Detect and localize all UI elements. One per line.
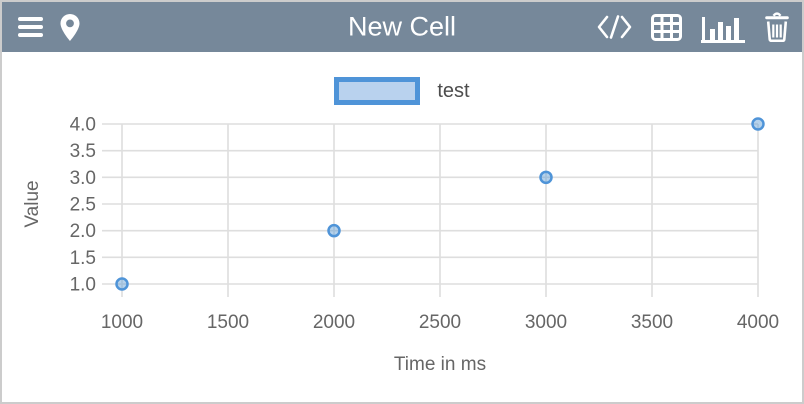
data-point[interactable] <box>751 117 765 131</box>
x-tick-label: 4000 <box>737 312 779 333</box>
code-icon[interactable] <box>597 15 632 39</box>
x-tick-label: 2000 <box>313 312 355 333</box>
y-tick-label: 1.0 <box>70 275 96 296</box>
legend-swatch <box>334 77 421 105</box>
x-tick-label: 1500 <box>207 312 249 333</box>
trash-icon[interactable] <box>764 12 790 42</box>
y-axis-title: Value <box>22 180 43 227</box>
data-point[interactable] <box>327 223 341 238</box>
y-tick-label: 2.5 <box>70 195 96 216</box>
header-right-icons <box>597 2 790 52</box>
scatter-chart: 1.0 1.5 2.0 2.5 3.0 3.5 4.0 1000 1500 2000 2500 300… <box>22 115 779 376</box>
bar-chart-icon[interactable] <box>701 11 745 43</box>
data-point[interactable] <box>115 277 129 291</box>
y-tick-label: 4.0 <box>70 115 96 136</box>
x-tick-label: 3000 <box>525 312 567 333</box>
chart-legend[interactable]: test <box>2 77 802 105</box>
location-pin-icon[interactable] <box>60 13 80 41</box>
cell-title: New Cell <box>347 11 457 42</box>
x-tick-label: 3500 <box>631 312 673 333</box>
x-tick-label: 1000 <box>101 312 143 333</box>
chart-panel: test 1.0 1.5 2.0 2.5 3.0 3.5 4.0 1000 1500 2000 25… <box>2 52 802 402</box>
x-axis-title: Time in ms <box>394 354 486 375</box>
menu-icon[interactable] <box>18 17 43 37</box>
header-left-icons <box>18 13 80 41</box>
y-tick-label: 2.0 <box>70 221 96 242</box>
data-point[interactable] <box>539 170 553 185</box>
y-tick-label: 1.5 <box>70 248 96 269</box>
header-bar: New Cell <box>2 2 802 52</box>
x-tick-label: 2500 <box>419 312 461 333</box>
table-icon[interactable] <box>651 13 682 41</box>
legend-series-label: test <box>437 79 470 102</box>
y-tick-label: 3.0 <box>70 168 96 189</box>
y-tick-label: 3.5 <box>70 141 96 162</box>
